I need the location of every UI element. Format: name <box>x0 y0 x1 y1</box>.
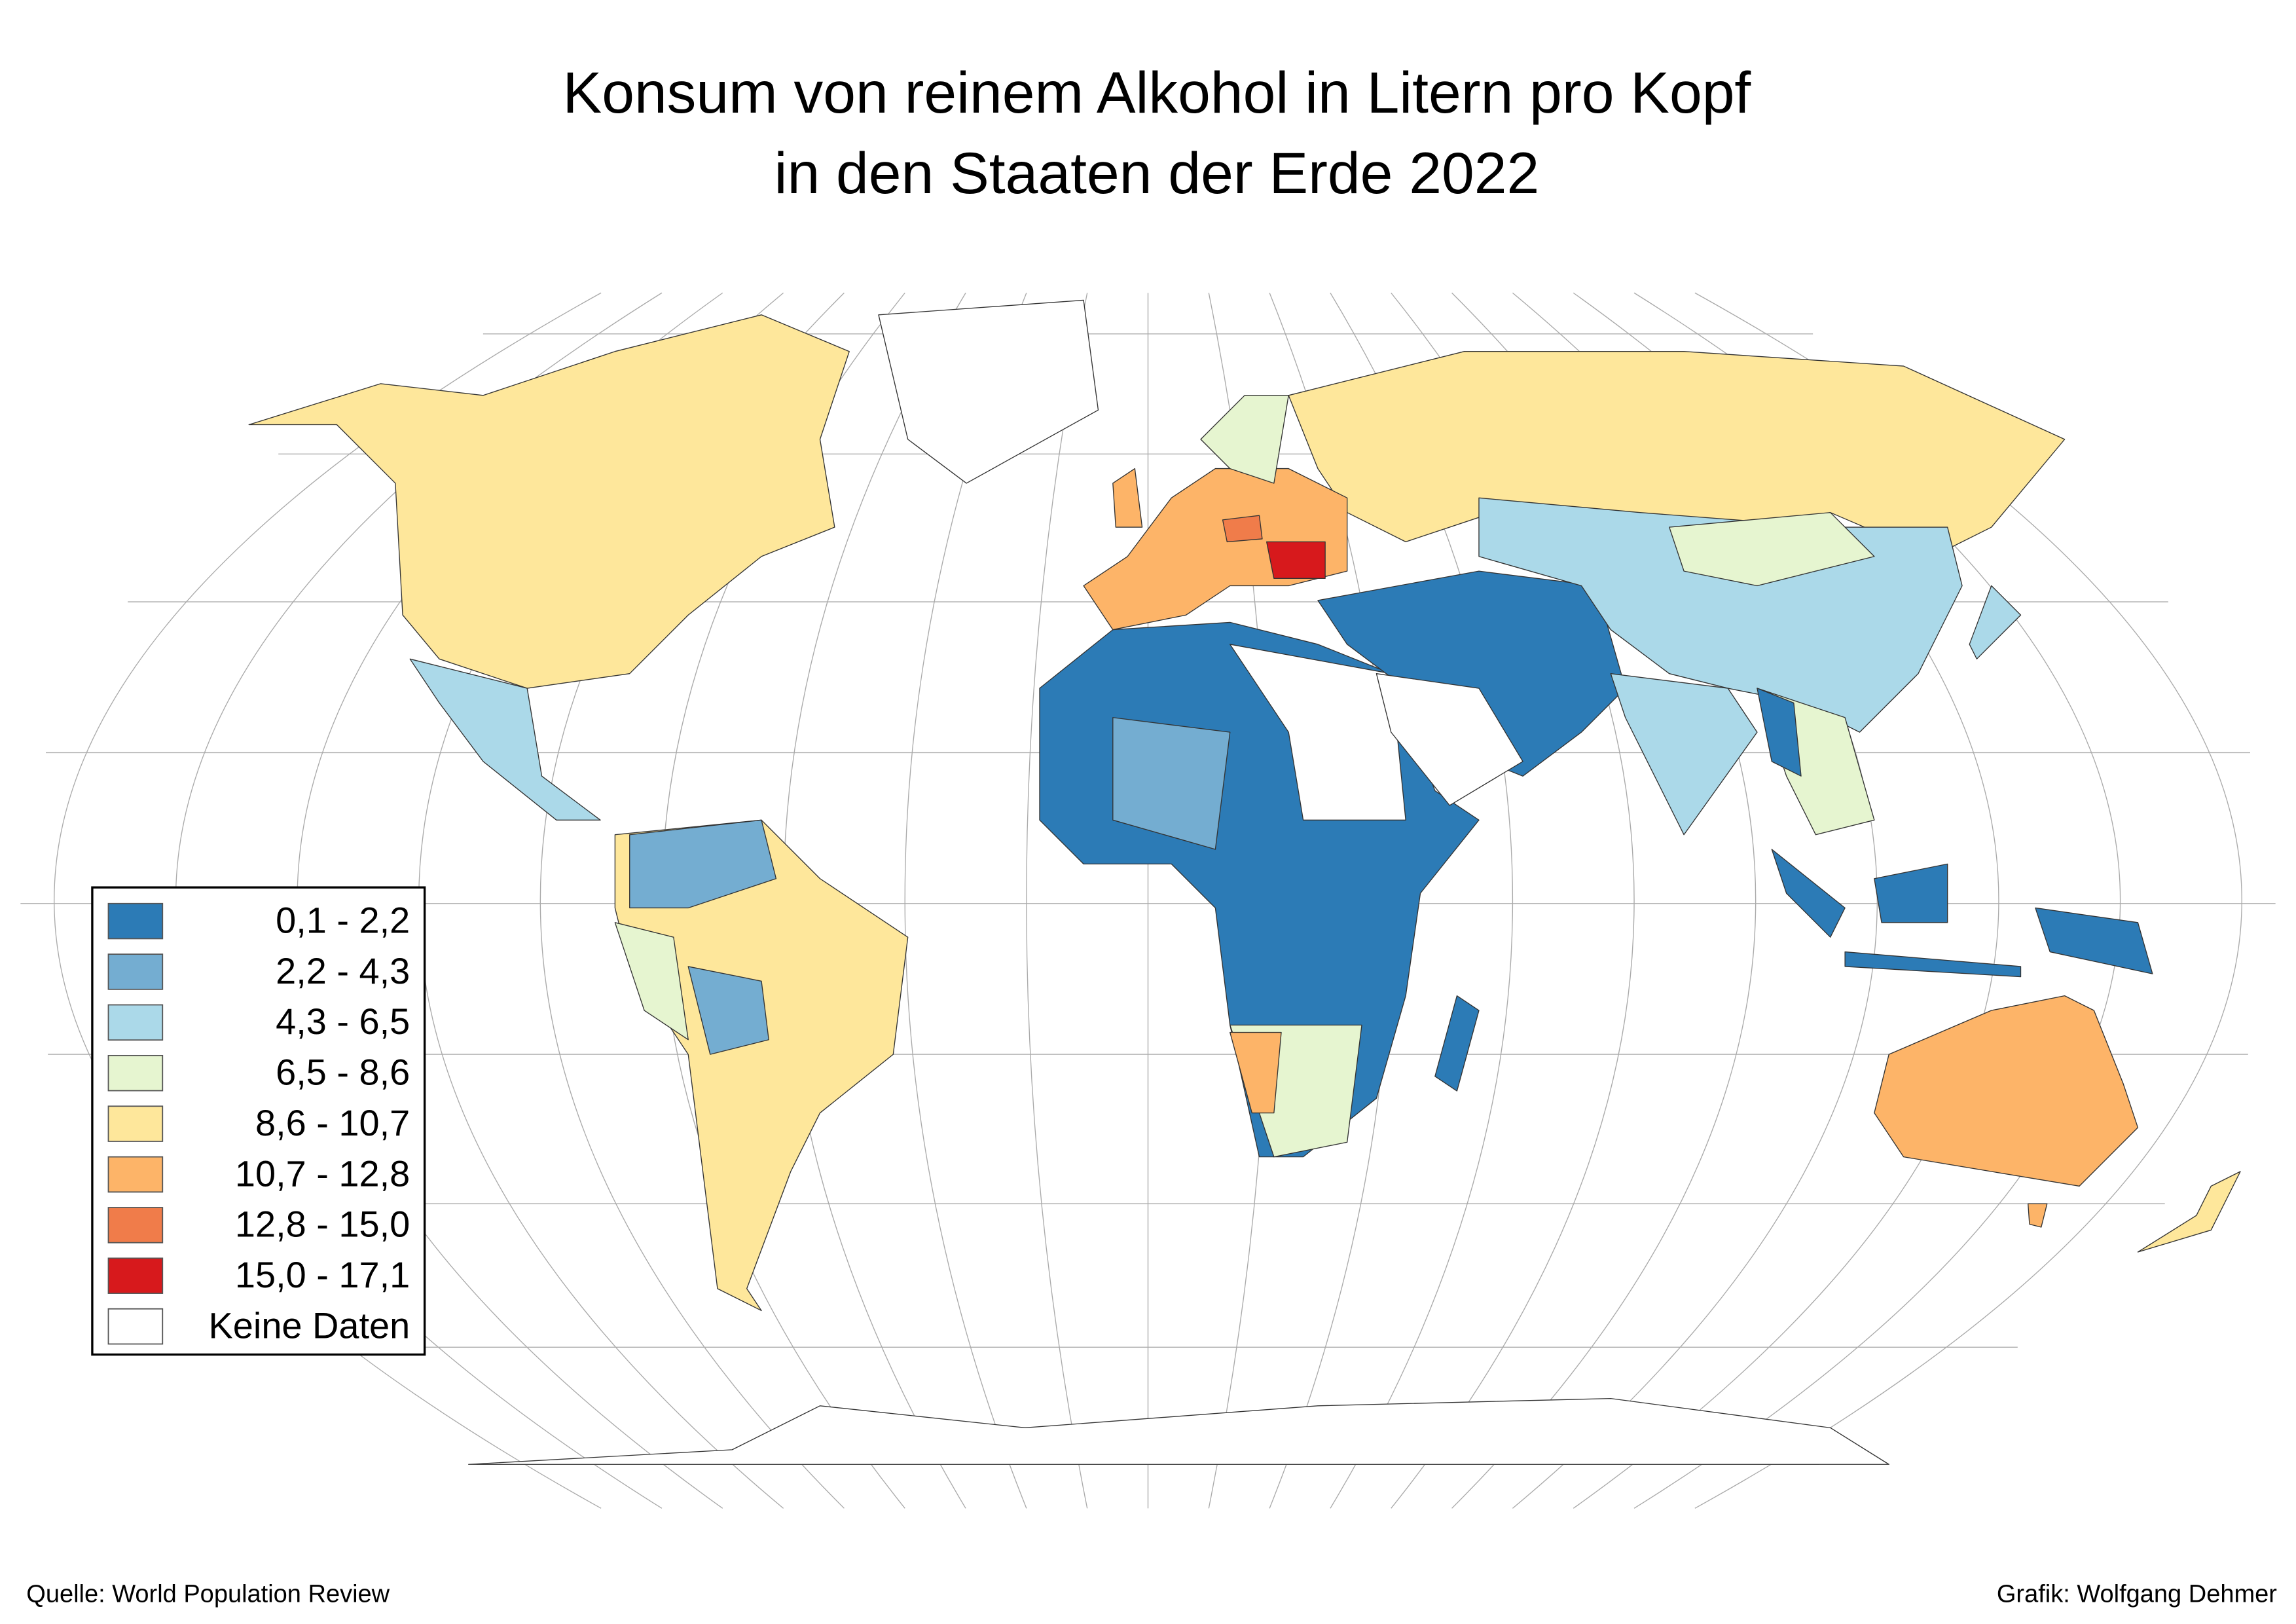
japan <box>1969 585 2022 659</box>
legend-label: 10,7 - 12,8 <box>235 1153 410 1194</box>
madagascar <box>1434 995 1480 1092</box>
greenland <box>878 299 1099 484</box>
legend-label: 2,2 - 4,3 <box>276 950 410 991</box>
legend-label: Keine Daten <box>209 1304 410 1346</box>
legend-label: 12,8 - 15,0 <box>235 1204 410 1245</box>
legend-label: 8,6 - 10,7 <box>255 1102 410 1143</box>
credit-note: Grafik: Wolfgang Dehmer <box>1997 1580 2277 1608</box>
libya-sudan <box>1230 644 1406 821</box>
legend-label: 6,5 - 8,6 <box>276 1052 410 1093</box>
java <box>1844 951 2022 978</box>
namibia <box>1230 1031 1282 1114</box>
europe <box>1083 468 1348 631</box>
india <box>1610 673 1758 836</box>
source-note: Quelle: World Population Review <box>26 1580 390 1608</box>
borneo <box>1874 863 1948 923</box>
meridian <box>1026 293 1088 1509</box>
legend-swatch <box>107 1207 164 1244</box>
north-america <box>248 314 850 689</box>
new-zealand <box>2137 1171 2241 1253</box>
uk <box>1112 468 1143 528</box>
myanmar <box>1757 688 1802 777</box>
legend-label: 0,1 - 2,2 <box>276 899 410 940</box>
mexico <box>409 658 601 821</box>
legend-swatch <box>107 1054 164 1092</box>
countries <box>248 299 2241 1465</box>
legend-label: 4,3 - 6,5 <box>276 1001 410 1042</box>
legend: 0,1 - 2,2 2,2 - 4,3 4,3 - 6,5 6,5 - 8,6 8,6 … <box>91 886 426 1356</box>
title-line: in den Staaten der Erde 2022 <box>774 140 1540 206</box>
mongolia <box>1669 512 1875 587</box>
antarctica <box>468 1397 1889 1465</box>
legend-items: 0,1 - 2,2 2,2 - 4,3 4,3 - 6,5 6,5 - 8,6 8,6 … <box>107 899 410 1346</box>
bolivia <box>687 966 769 1055</box>
middle-east <box>1317 570 1626 777</box>
scandinavia <box>1200 395 1289 484</box>
legend-label: 15,0 - 17,1 <box>235 1254 410 1295</box>
legend-swatch <box>107 902 164 940</box>
west-africa <box>1112 717 1231 850</box>
czechia <box>1222 515 1263 543</box>
romania <box>1266 541 1326 579</box>
legend-swatch <box>107 1004 164 1041</box>
saudi-arabia <box>1376 673 1523 806</box>
legend-swatch <box>107 1105 164 1142</box>
legend-swatch <box>107 1156 164 1193</box>
peru <box>614 922 689 1041</box>
colombia-venezuela <box>629 819 777 909</box>
legend-swatch <box>107 1308 164 1345</box>
title-line: Konsum von reinem Alkohol in Litern pro … <box>563 60 1751 125</box>
sumatra <box>1771 849 1846 938</box>
legend-swatch <box>107 953 164 990</box>
legend-swatch <box>107 1257 164 1294</box>
australia <box>1874 995 2139 1187</box>
new-guinea <box>2035 907 2153 974</box>
tasmania <box>2028 1203 2048 1228</box>
